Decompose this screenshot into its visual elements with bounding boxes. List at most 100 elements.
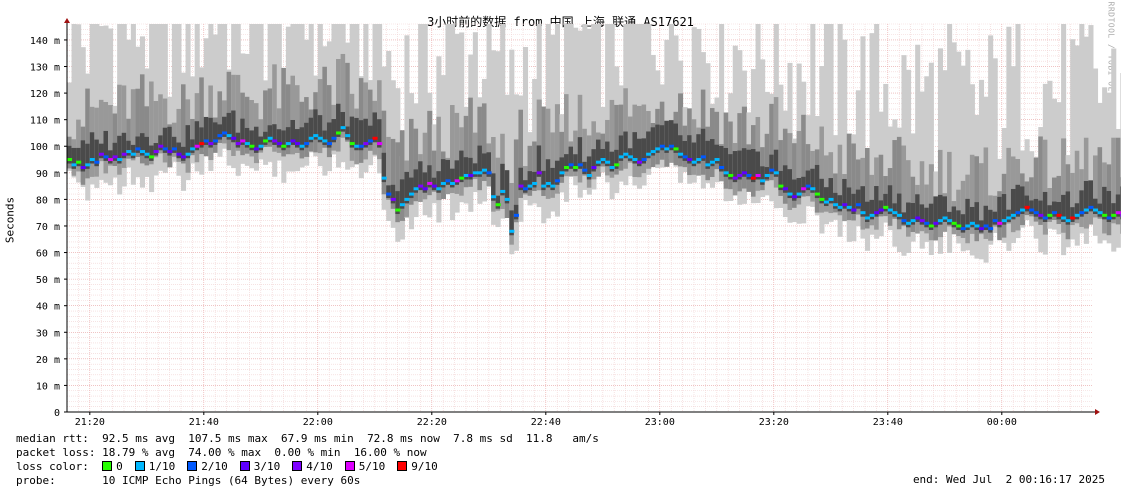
median-point [819,197,825,201]
smoke-outer [837,24,843,237]
median-point [144,152,150,156]
smoke-outer [956,51,962,244]
smoke-inner [144,136,150,159]
median-point [842,203,848,207]
median-point [422,187,428,191]
smoke-outer [1051,98,1058,230]
smoke-inner [1024,195,1030,212]
median-point [167,150,173,154]
smoke-inner [409,177,415,199]
median-point [212,139,218,143]
smoke-inner [126,140,132,156]
smoke-outer [855,90,861,227]
smoke-mid [865,147,871,229]
median-point [194,144,200,148]
smoke-inner [837,195,843,212]
packet-loss-now: 16.00 % now [353,446,427,459]
smoke-mid [823,155,830,212]
smoke-mid [801,114,807,197]
x-tick-label: 00:00 [987,417,1017,428]
smoke-inner [372,112,378,143]
median-point [340,126,346,130]
smoke-inner [523,180,529,193]
median-point [532,181,538,185]
smoke-outer [860,36,866,239]
smoke-inner [1102,186,1108,220]
smoke-inner [108,150,114,164]
median-point [527,184,533,188]
smoke-outer [523,47,529,201]
median-point [1015,211,1021,215]
smoke-inner [1065,191,1071,225]
median-point [80,166,86,170]
smoke-mid [1029,177,1035,217]
smoke-inner [969,206,975,228]
smoke-inner [778,170,784,191]
smoke-inner [244,127,250,148]
median-point [586,173,592,177]
smoke-outer [1010,66,1016,244]
smoke-mid [541,106,547,196]
smoke-outer [162,24,168,173]
y-tick-label: 130 m [30,63,60,74]
smoke-outer [883,83,889,223]
smoke-inner [1029,200,1035,215]
smoke-outer [928,62,934,256]
smoke-outer [249,24,255,169]
median-point [308,136,314,140]
median-point [322,139,328,143]
smoke-inner [317,115,323,143]
smoke-inner [600,148,606,164]
smoke-outer [760,59,766,198]
median-point [746,173,752,177]
probe-row: probe: 10 ICMP Echo Pings (64 Bytes) eve… [16,474,360,487]
smoke-outer [258,24,264,160]
smoke-inner [500,163,506,196]
smoke-mid [974,156,980,242]
smoke-mid [947,151,953,227]
median-point [290,139,296,143]
smoke-mid [764,133,770,182]
median-point [258,144,264,148]
median-point [887,208,893,212]
median-point [705,163,711,167]
smoke-inner [623,131,629,159]
smoke-mid [714,111,720,170]
smoke-outer [595,24,602,177]
smoke-inner [231,110,237,143]
smoke-outer [1093,68,1099,236]
smoke-mid [244,96,250,154]
smoke-inner [1115,194,1121,217]
smoke-inner [518,167,524,191]
smoke-mid [1115,137,1121,225]
median-point [723,171,729,175]
median-point [896,213,902,217]
y-tick-label: 60 m [36,249,60,260]
y-tick-label: 90 m [36,169,60,180]
smoke-inner [696,134,702,164]
smoke-inner [349,116,355,148]
median-point [130,152,136,156]
smoke-inner [240,118,246,145]
median-point [874,211,880,215]
smoke-inner [737,150,743,180]
smoke-inner [1070,207,1076,222]
smoke-mid [340,53,346,138]
smoke-mid [1074,150,1080,224]
smoke-inner [532,171,538,188]
smoke-mid [1042,139,1048,235]
median-point [440,181,446,185]
smoke-mid [1111,137,1117,224]
smoke-inner [1001,194,1007,225]
x-tick-label: 22:00 [303,417,333,428]
median-point [285,142,291,146]
smoke-outer [915,44,921,235]
smoke-inner [869,199,875,220]
median-point [181,155,187,159]
smoke-inner [295,129,301,148]
smoke-inner [450,168,456,188]
median-rtt-min: 67.9 ms min [280,432,354,445]
median-point [399,203,405,207]
smoke-inner [185,125,191,159]
smoke-mid [1097,147,1103,219]
